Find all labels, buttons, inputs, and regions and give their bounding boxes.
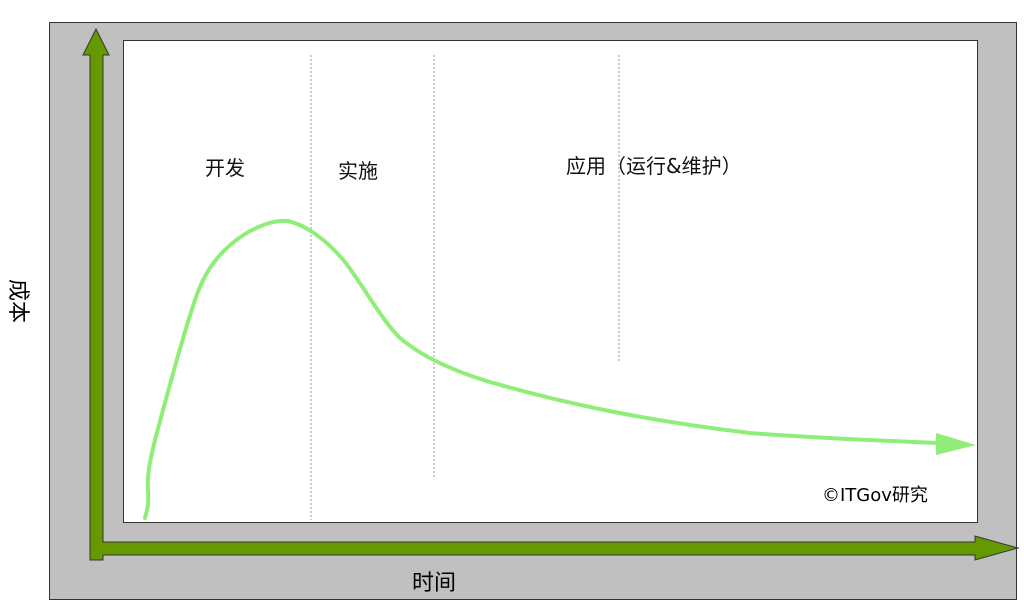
phase-label-implementation: 实施 [338, 159, 378, 183]
cost-curve [143, 218, 942, 520]
phase-label-operation: 应用（运行&维护） [566, 154, 742, 178]
x-axis-label: 时间 [412, 571, 457, 596]
phase-label-development: 开发 [205, 156, 245, 180]
y-axis-label: 成本 [5, 278, 31, 324]
cost-curve-arrowhead [936, 433, 976, 455]
copyright-text: ©ITGov研究 [822, 485, 928, 506]
y-axis-arrow [82, 27, 1020, 561]
plot-area [123, 40, 978, 523]
